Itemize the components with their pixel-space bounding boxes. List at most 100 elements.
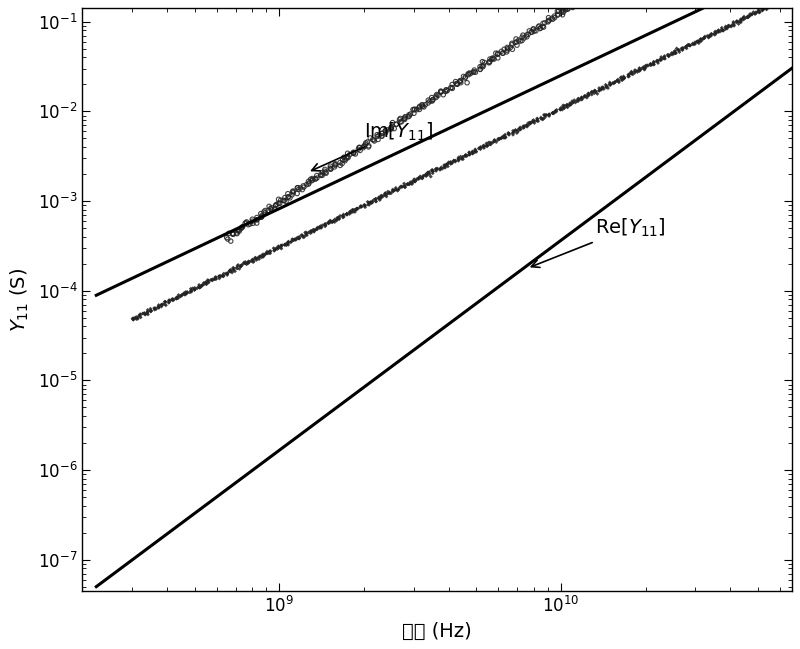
Point: [372, 134, 385, 145]
Point: [579, 92, 592, 102]
Point: [349, 206, 362, 217]
Point: [774, 0, 786, 6]
Point: [318, 164, 331, 175]
Point: [242, 258, 255, 268]
Point: [163, 297, 176, 307]
Point: [343, 207, 356, 217]
Point: [138, 310, 151, 320]
Point: [325, 164, 338, 174]
Point: [712, 25, 725, 35]
Point: [289, 235, 302, 245]
Point: [282, 191, 295, 202]
Point: [677, 43, 690, 53]
Point: [556, 6, 569, 17]
Point: [222, 228, 235, 239]
Point: [341, 209, 354, 219]
Point: [430, 164, 442, 175]
Point: [594, 84, 606, 95]
Point: [250, 255, 263, 265]
Point: [419, 169, 432, 180]
Point: [574, 94, 587, 104]
Point: [264, 246, 277, 256]
Point: [579, 0, 592, 4]
Point: [380, 191, 393, 202]
Point: [336, 210, 349, 221]
Point: [707, 29, 720, 39]
Point: [254, 212, 267, 223]
Point: [282, 192, 294, 202]
Point: [715, 23, 728, 33]
Point: [717, 25, 730, 36]
Point: [618, 73, 630, 83]
Point: [383, 188, 396, 199]
Point: [316, 167, 329, 178]
Point: [712, 25, 725, 36]
Point: [501, 42, 514, 53]
Point: [690, 36, 703, 47]
Point: [747, 7, 760, 18]
Point: [477, 62, 490, 72]
Point: [347, 148, 360, 158]
Point: [719, 24, 732, 34]
Point: [568, 95, 581, 105]
Point: [650, 56, 663, 66]
Point: [155, 300, 168, 310]
Point: [314, 169, 327, 180]
Point: [578, 92, 590, 103]
Point: [667, 49, 680, 59]
Point: [326, 217, 339, 227]
Point: [402, 179, 415, 190]
Point: [233, 263, 246, 274]
Point: [134, 312, 147, 323]
Point: [263, 247, 276, 257]
Point: [461, 77, 474, 88]
Point: [511, 125, 524, 135]
Point: [305, 226, 318, 236]
Point: [688, 39, 701, 49]
Point: [737, 14, 750, 25]
Point: [388, 123, 401, 134]
Point: [517, 30, 530, 40]
Point: [662, 51, 674, 61]
Point: [292, 232, 305, 243]
Point: [379, 188, 392, 199]
Point: [230, 228, 243, 239]
Point: [416, 101, 429, 112]
Point: [413, 103, 426, 113]
Point: [318, 166, 331, 177]
Point: [600, 81, 613, 92]
Point: [434, 86, 447, 96]
Point: [526, 27, 538, 38]
Point: [498, 131, 511, 141]
Point: [542, 109, 555, 119]
Point: [438, 161, 451, 171]
Point: [566, 3, 579, 13]
Point: [603, 77, 616, 88]
Point: [402, 110, 415, 120]
Point: [480, 138, 493, 149]
Point: [222, 234, 234, 244]
Point: [531, 116, 544, 126]
Point: [766, 0, 779, 10]
Point: [159, 300, 172, 310]
Point: [714, 27, 726, 37]
Point: [426, 165, 438, 175]
Point: [314, 221, 327, 231]
Point: [329, 158, 342, 169]
Point: [240, 217, 253, 228]
Point: [216, 270, 229, 280]
Point: [647, 58, 660, 68]
Point: [594, 84, 607, 95]
Point: [546, 13, 558, 23]
Point: [188, 283, 201, 293]
Point: [193, 280, 206, 290]
Point: [416, 173, 429, 184]
Point: [532, 21, 545, 32]
Point: [358, 200, 370, 210]
Point: [666, 49, 678, 60]
Point: [185, 284, 198, 294]
Point: [310, 223, 323, 234]
Point: [485, 139, 498, 149]
Point: [279, 239, 292, 249]
Point: [395, 117, 408, 127]
